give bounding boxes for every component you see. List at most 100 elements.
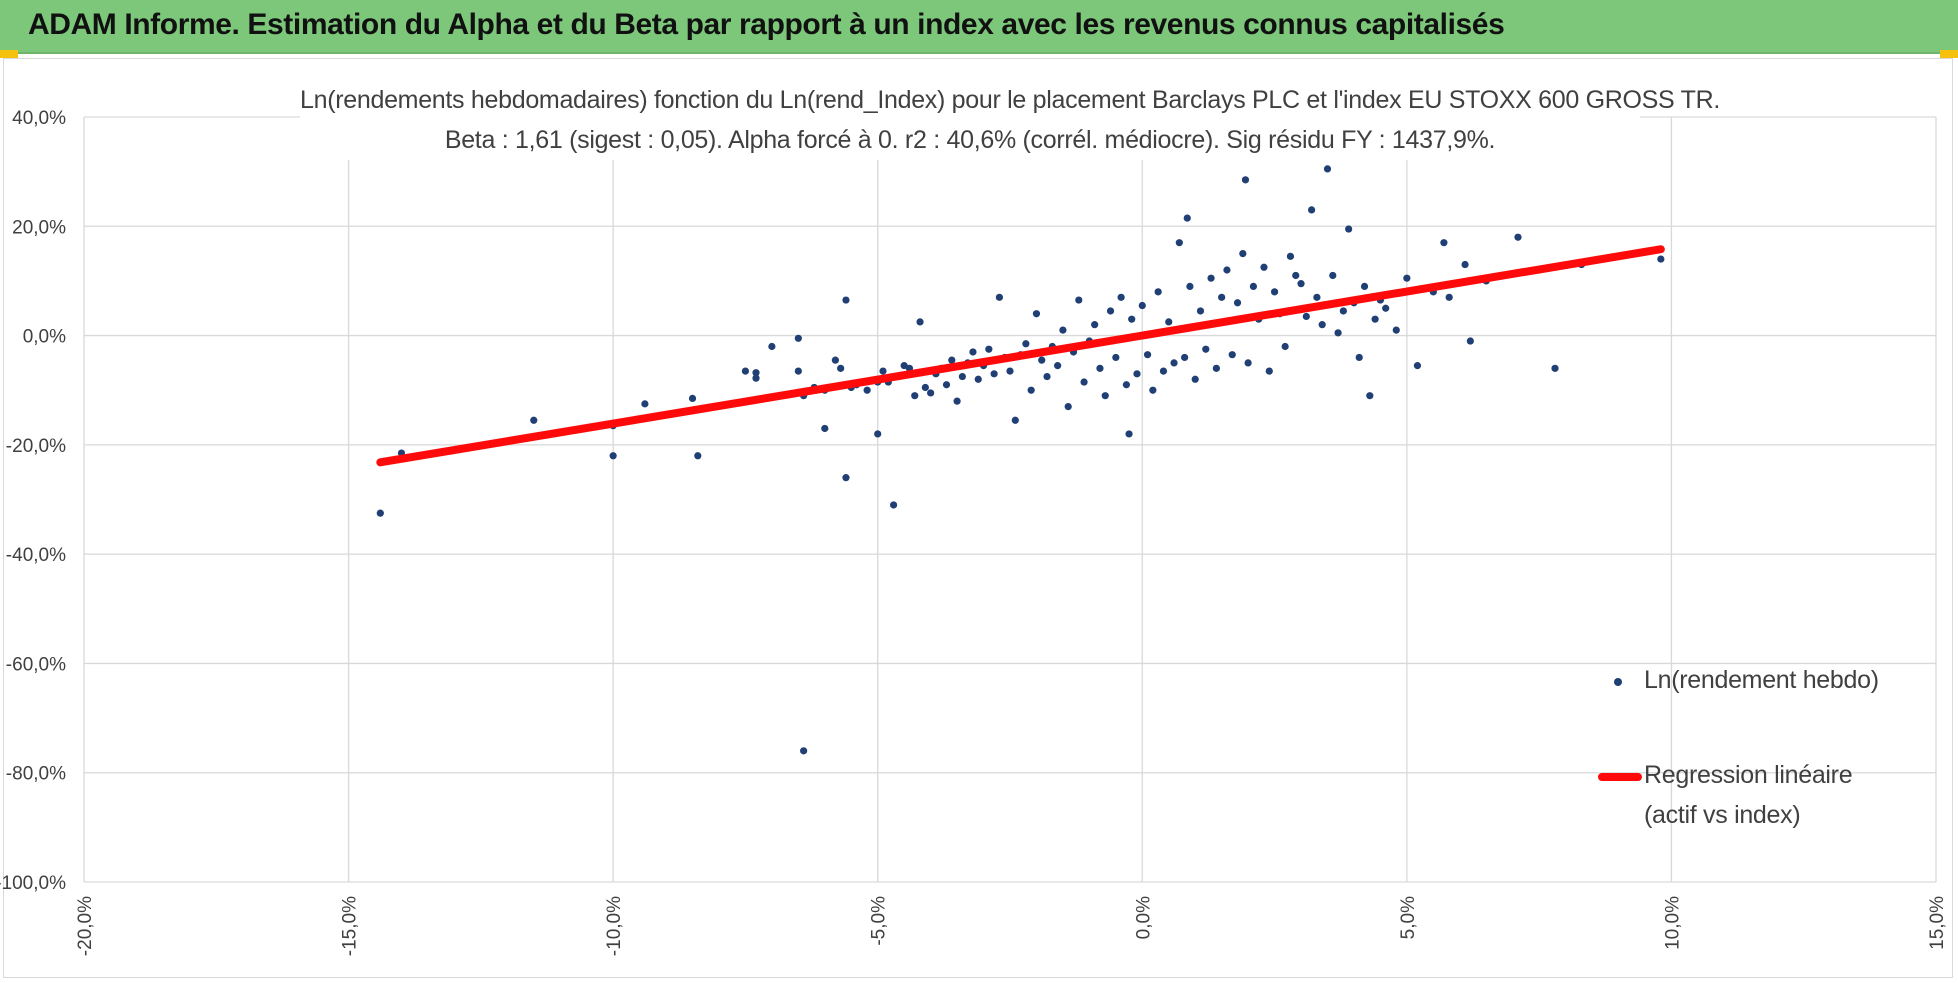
x-tick-label: -5,0%	[869, 896, 890, 946]
legend-scatter-label: Ln(rendement hebdo)	[1644, 666, 1879, 694]
scatter-point	[1355, 353, 1363, 362]
scatter-point	[1323, 165, 1332, 173]
scatter-point	[1043, 372, 1051, 381]
scatter-point	[1143, 351, 1152, 359]
x-tick-label: -20,0%	[75, 896, 96, 956]
scatter-point	[641, 400, 649, 408]
scatter-point	[1218, 293, 1226, 301]
scatter-point	[842, 474, 850, 482]
scatter-point	[831, 356, 839, 364]
scatter-point	[1244, 359, 1252, 367]
scatter-point	[1091, 321, 1099, 329]
scatter-point	[1125, 430, 1133, 438]
scatter-point	[1196, 307, 1205, 315]
y-tick-label: -20,0%	[6, 436, 66, 457]
scatter-point	[768, 342, 776, 351]
scatter-point	[889, 501, 898, 509]
scatter-point	[1165, 318, 1173, 326]
scatter-point	[1302, 312, 1310, 321]
scatter-point	[953, 397, 961, 405]
scatter-point	[1170, 359, 1178, 367]
scatter-point	[794, 334, 802, 342]
scatter-point	[900, 362, 908, 370]
chart-subtitle: Beta : 1,61 (sigest : 0,05). Alpha forcé…	[444, 126, 1496, 154]
scatter-point	[1154, 288, 1162, 296]
scatter-point	[1006, 367, 1014, 375]
y-tick-label: -60,0%	[6, 654, 66, 675]
scatter-point	[530, 416, 538, 424]
scatter-point	[1371, 315, 1379, 323]
scatter-point	[821, 424, 829, 433]
scatter-point	[1212, 364, 1220, 372]
scatter-point	[1106, 307, 1115, 315]
scatter-point	[1286, 252, 1295, 260]
scatter-point	[1445, 293, 1453, 301]
scatter-point	[1392, 326, 1400, 334]
scatter-point	[1366, 392, 1374, 400]
scatter-point	[916, 318, 924, 326]
scatter-point	[694, 452, 702, 460]
scatter-point	[1011, 416, 1019, 424]
y-tick-label: 40,0%	[12, 108, 66, 129]
scatter-point	[1112, 353, 1120, 362]
scatter-point	[1183, 214, 1191, 222]
corner-marker-right	[1940, 50, 1958, 58]
scatter-point	[1038, 356, 1046, 364]
scatter-point	[1260, 263, 1268, 271]
scatter-point	[794, 367, 802, 375]
scatter-point	[1223, 266, 1231, 274]
scatter-point	[1551, 364, 1559, 372]
scatter-point	[927, 389, 935, 397]
scatter-point	[879, 367, 887, 375]
chart-frame	[3, 58, 1953, 978]
scatter-point	[1281, 342, 1289, 351]
scatter-point	[800, 747, 808, 755]
scatter-point	[1159, 367, 1168, 375]
scatter-point	[1382, 304, 1390, 312]
y-tick-label: -40,0%	[6, 545, 66, 566]
scatter-point	[1054, 362, 1062, 370]
scatter-point	[1149, 386, 1157, 394]
x-tick-label: 15,0%	[1927, 896, 1948, 950]
scatter-point	[1297, 280, 1305, 288]
scatter-point	[974, 375, 982, 383]
y-tick-label: 0,0%	[23, 327, 66, 348]
y-tick-label: -100,0%	[0, 873, 66, 894]
scatter-point	[1122, 381, 1131, 389]
scatter-point	[1064, 403, 1072, 411]
scatter-points	[376, 165, 1665, 755]
y-tick-label: -80,0%	[6, 764, 66, 785]
scatter-point	[1270, 288, 1279, 296]
scatter-point	[1292, 271, 1300, 280]
y-tick-labels: 40,0% 20,0% 0,0% -20,0% -40,0% -60,0% -80,0% -1…	[0, 108, 66, 894]
scatter-point	[1117, 293, 1125, 301]
legend-scatter-marker	[1614, 678, 1622, 686]
scatter-point	[1027, 386, 1035, 394]
scatter-point	[948, 356, 956, 364]
scatter-point	[985, 345, 993, 353]
scatter-point	[752, 369, 760, 377]
scatter-point	[911, 392, 919, 400]
scatter-point	[1080, 378, 1088, 386]
legend-regression-marker	[1598, 773, 1642, 781]
scatter-point	[376, 509, 384, 517]
scatter-point	[1022, 340, 1030, 348]
x-tick-label: 5,0%	[1398, 896, 1419, 939]
regression-line-group	[376, 245, 1665, 467]
scatter-point	[1514, 233, 1522, 241]
scatter-point	[837, 364, 845, 372]
x-tick-label: -15,0%	[340, 896, 361, 956]
scatter-point	[1202, 345, 1210, 353]
scatter-point	[1059, 326, 1067, 334]
scatter-point	[609, 452, 617, 460]
scatter-point	[1191, 375, 1199, 383]
x-tick-labels: -20,0% -15,0% -10,0% -5,0% 0,0% 5,0% 10,0% 15,0…	[75, 896, 1948, 956]
x-tick-label: -10,0%	[604, 896, 625, 956]
scatter-point	[1207, 274, 1215, 282]
x-tick-label: 10,0%	[1662, 896, 1683, 950]
scatter-point	[752, 374, 760, 382]
scatter-point	[1138, 301, 1146, 310]
legend-regression-label: Regression linéaire	[1644, 761, 1853, 789]
x-tick-label: 0,0%	[1133, 896, 1154, 939]
